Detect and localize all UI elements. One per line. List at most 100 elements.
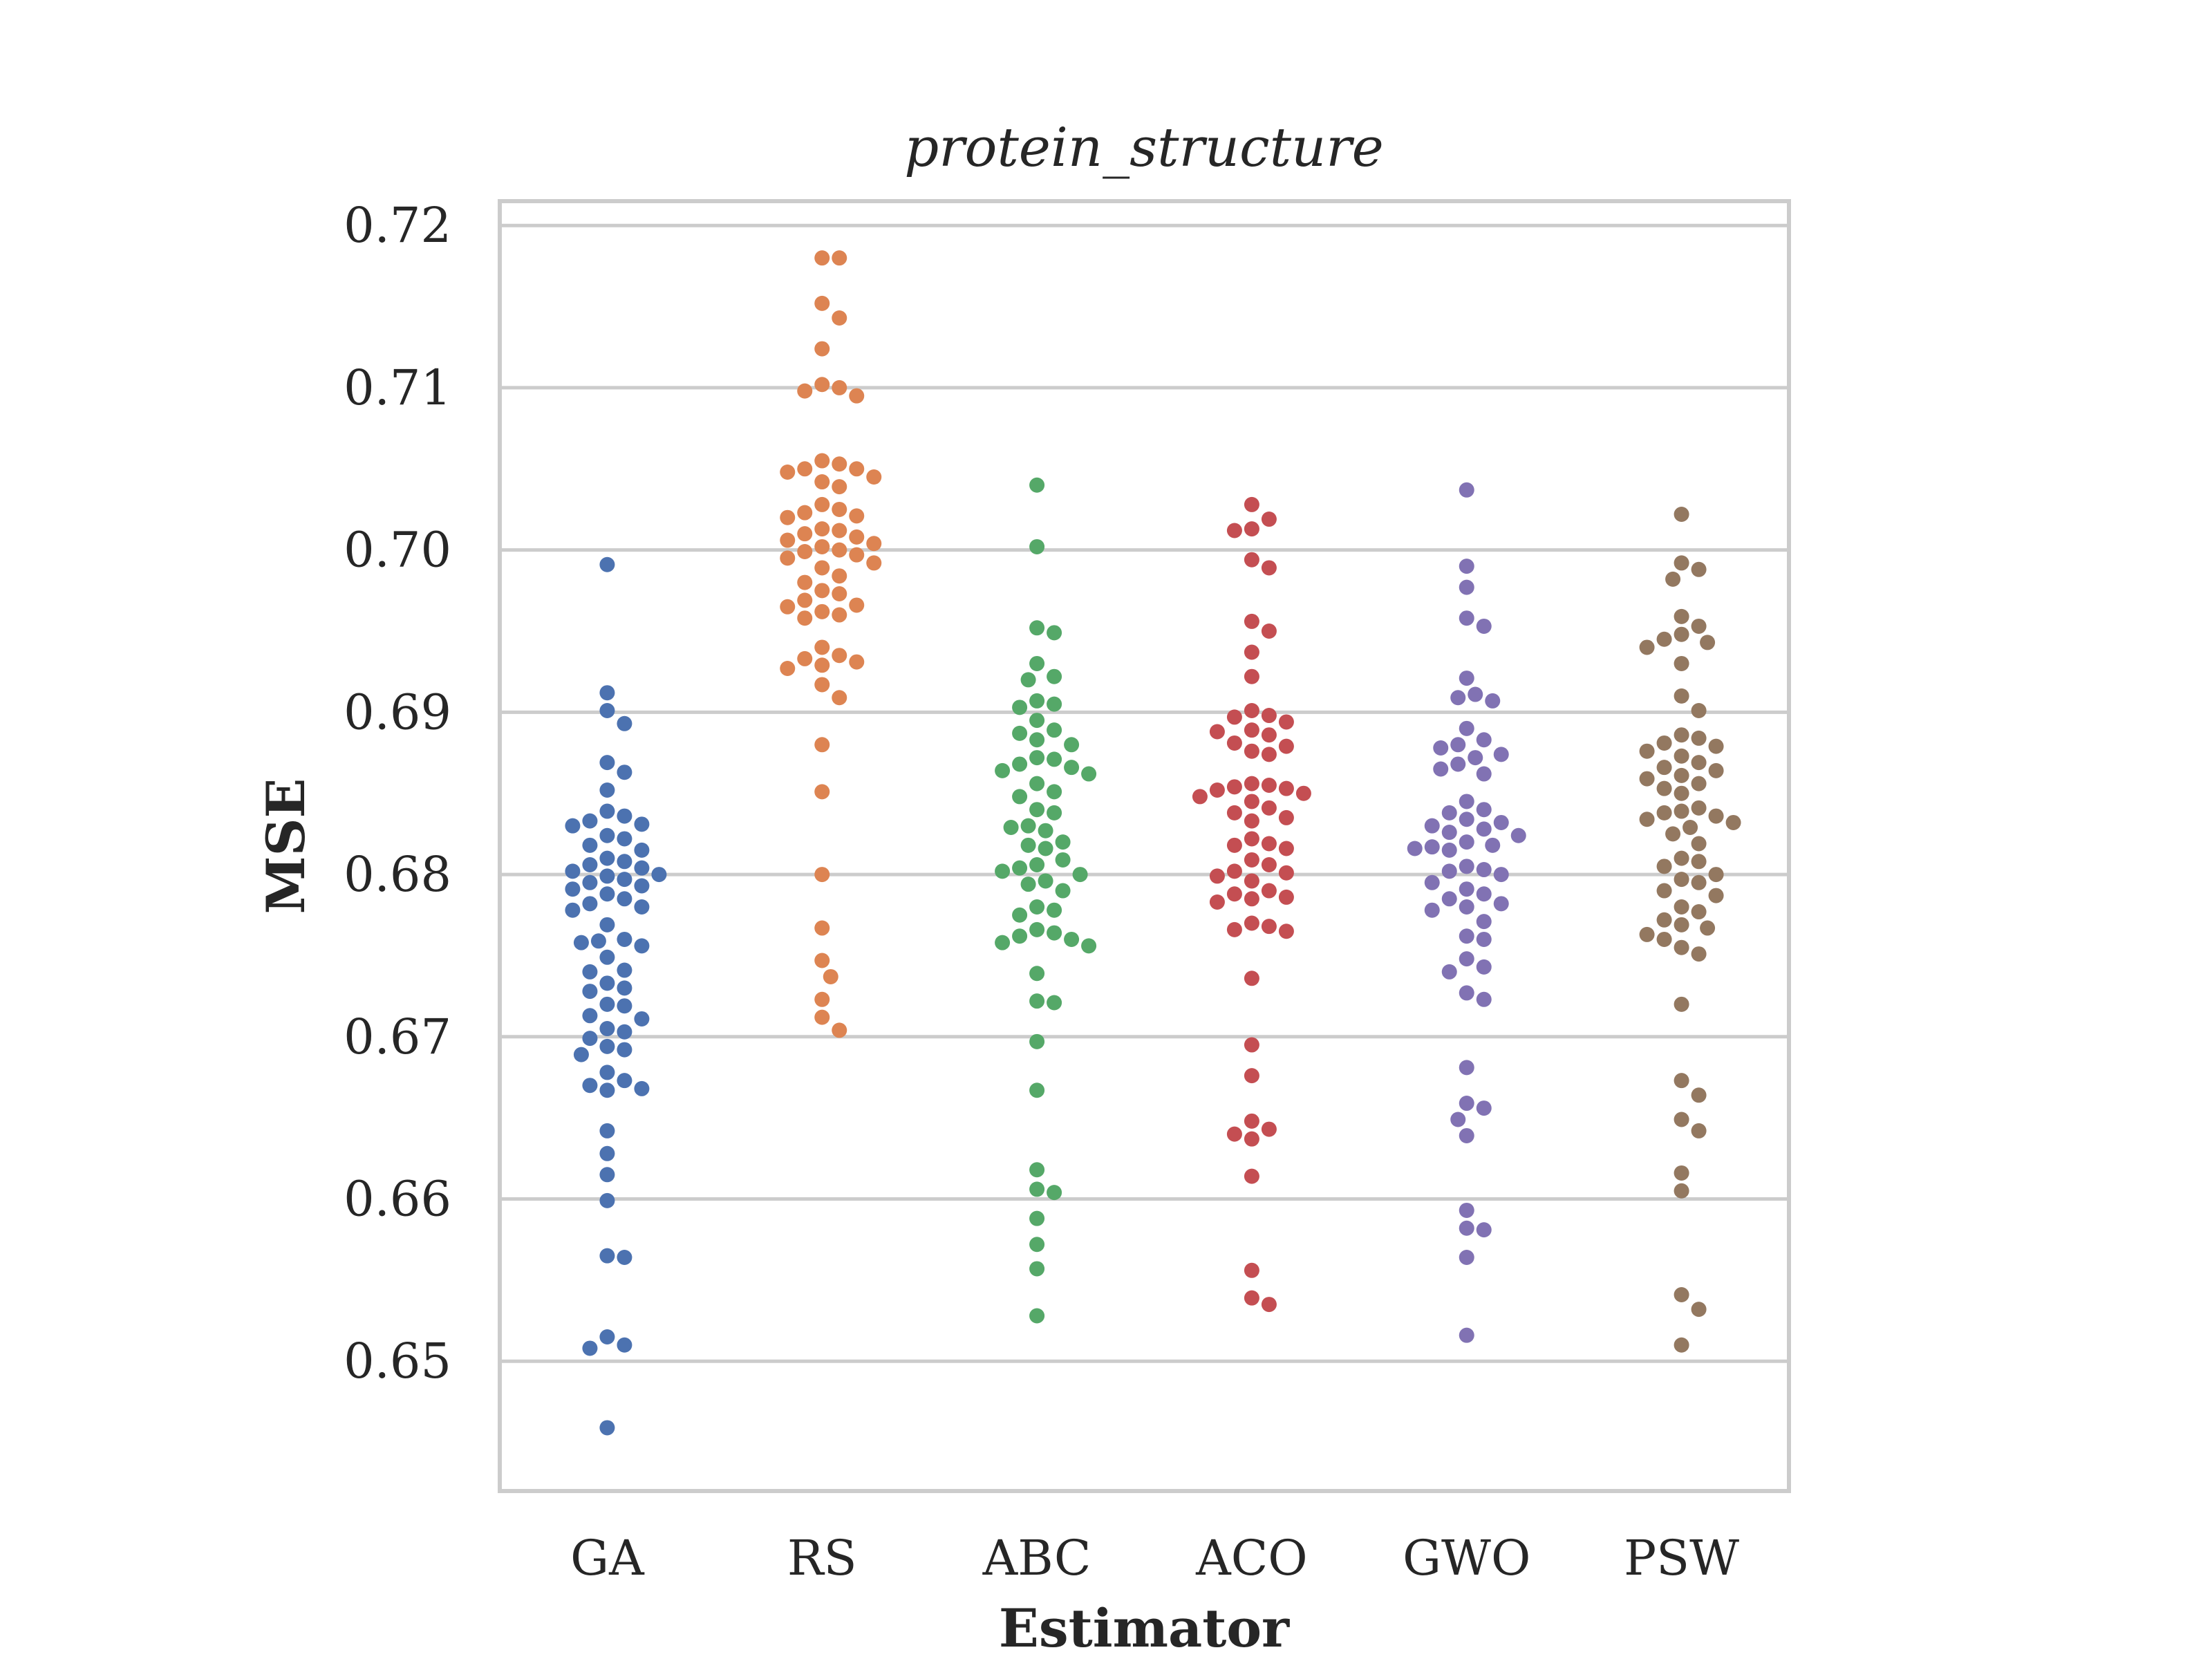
data-point [1407, 841, 1423, 856]
data-point [1261, 800, 1277, 816]
data-point [1029, 693, 1045, 709]
data-point [832, 607, 847, 623]
data-point [1656, 780, 1672, 796]
y-tick-label: 0.65 [344, 1333, 451, 1389]
data-point [1029, 899, 1045, 915]
data-point [1029, 1261, 1045, 1277]
data-point [1639, 639, 1655, 655]
data-point [1047, 696, 1062, 712]
data-point [1459, 951, 1474, 967]
data-point [814, 583, 830, 599]
data-point [1029, 993, 1045, 1009]
data-point [797, 574, 813, 590]
data-point [1708, 888, 1724, 903]
data-point [1278, 841, 1294, 856]
data-point [814, 538, 830, 554]
data-point [832, 586, 847, 602]
data-point [1047, 625, 1062, 641]
data-point [814, 560, 830, 576]
data-point [1226, 523, 1242, 538]
data-point [1244, 1037, 1259, 1053]
data-point [995, 863, 1011, 879]
y-tick-label: 0.72 [344, 197, 451, 254]
data-point [1038, 873, 1053, 889]
data-point [617, 1024, 632, 1040]
data-point [1459, 1096, 1474, 1112]
data-point [582, 1008, 598, 1024]
x-tick-label: RS [787, 1530, 857, 1586]
data-point [797, 526, 813, 542]
data-point [1433, 740, 1449, 756]
data-point [1244, 873, 1259, 889]
data-point [814, 496, 830, 512]
data-point [599, 1038, 615, 1054]
data-point [582, 813, 598, 829]
data-point [1244, 794, 1259, 809]
data-point [1468, 686, 1483, 702]
data-point [599, 996, 615, 1012]
data-point [1424, 818, 1440, 834]
x-tick-label: ABC [982, 1530, 1091, 1586]
data-point [1012, 789, 1028, 805]
data-point [1691, 800, 1707, 816]
data-point [1261, 560, 1277, 576]
data-point [565, 902, 581, 918]
data-point [849, 461, 865, 477]
data-point [1459, 834, 1474, 850]
data-point [1209, 894, 1225, 910]
data-point [1459, 579, 1474, 595]
data-point [1038, 823, 1053, 838]
data-point [1244, 668, 1259, 684]
data-point [849, 597, 865, 613]
data-point [1700, 920, 1716, 936]
data-point [797, 610, 813, 626]
data-point [1244, 552, 1259, 568]
data-point [634, 860, 650, 876]
data-point [1055, 834, 1071, 850]
data-point [599, 1065, 615, 1080]
data-point [1209, 868, 1225, 884]
data-point [582, 856, 598, 872]
data-point [995, 762, 1011, 778]
data-point [1244, 1113, 1259, 1129]
data-point [814, 474, 830, 490]
data-point [1029, 655, 1045, 671]
data-point [814, 920, 830, 936]
data-point [617, 1337, 632, 1353]
data-point [1691, 854, 1707, 870]
data-point [1476, 886, 1492, 902]
data-point [599, 917, 615, 932]
data-point [1029, 1181, 1045, 1197]
data-point [617, 831, 632, 847]
data-point [1639, 771, 1655, 787]
data-point [1244, 891, 1259, 907]
data-point [849, 388, 865, 404]
data-point [1459, 881, 1474, 897]
data-point [617, 1042, 632, 1058]
data-point [582, 1031, 598, 1047]
data-point [599, 803, 615, 819]
data-point [1029, 1162, 1045, 1178]
data-point [1029, 1210, 1045, 1226]
data-point [1493, 896, 1509, 912]
data-point [1476, 1100, 1492, 1116]
data-point [1064, 931, 1080, 947]
data-point [780, 532, 796, 548]
data-point [634, 816, 650, 832]
data-point [780, 550, 796, 566]
data-point [1674, 1165, 1689, 1181]
data-point [1674, 1073, 1689, 1089]
data-point [866, 555, 882, 571]
data-point [1244, 1168, 1259, 1184]
data-point [1029, 921, 1045, 937]
data-point [1029, 732, 1045, 748]
data-point [1278, 780, 1294, 796]
data-point [1459, 1060, 1474, 1076]
data-point [832, 479, 847, 495]
data-point [1261, 883, 1277, 899]
data-point [1459, 1250, 1474, 1266]
data-point [1691, 730, 1707, 746]
data-point [617, 808, 632, 824]
data-point [1510, 827, 1526, 843]
data-point [1424, 874, 1440, 890]
